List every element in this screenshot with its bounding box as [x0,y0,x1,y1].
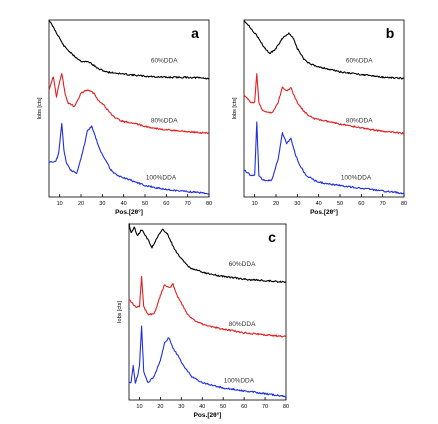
x-tick-label: 40 [199,404,205,410]
x-tick-label: 30 [294,201,300,207]
x-tick-label: 60 [241,404,247,410]
series-line-60pctdda [48,19,210,80]
x-tick-label: 80 [206,201,212,207]
plot-frame [48,19,210,198]
x-tick-label: 60 [358,201,364,207]
panel-letter: c [268,229,276,245]
plot-frame [128,223,287,401]
series-line-100pctdda [128,325,287,398]
series-line-80pctdda [128,275,287,338]
x-tick-label: 30 [99,201,105,207]
x-tick-label: 70 [185,201,191,207]
series-label: 60%DDA [346,57,373,64]
x-tick-label: 20 [273,201,279,207]
x-tick-label: 10 [252,201,258,207]
panel-c: 10 20 30 40 50 60 70 80 Pos.[2θ°] Iobs [cts] c 60%D… [117,223,289,419]
x-axis-label: Pos.[2θ°] [194,411,222,419]
x-tick-label: 60 [163,201,169,207]
panel-a: 10 20 30 40 50 60 70 80 Pos.[2θ°] Iobs [cts] a 60%D… [37,19,212,216]
y-axis-label: Iobs [cts] [232,97,238,119]
y-axis-label: Iobs [cts] [117,301,123,323]
series-line-100pctdda [48,122,210,195]
series-line-80pctdda [48,73,210,135]
series-label: 100%DDA [341,174,372,181]
x-tick-label: 70 [380,201,386,207]
y-axis-label: Iobs [cts] [37,97,43,119]
series-line-100pctdda [243,121,405,195]
x-tick-label: 40 [316,201,322,207]
series-label: 80%DDA [346,118,373,125]
x-tick-label: 10 [136,404,142,410]
panel-letter: b [386,25,395,41]
series-label: 80%DDA [151,118,178,125]
x-tick-label: 40 [121,201,127,207]
x-tick-label: 20 [157,404,163,410]
x-tick-label: 50 [337,201,343,207]
series-line-60pctdda [128,223,287,284]
x-tick-label: 50 [220,404,226,410]
x-tick-label: 80 [283,404,289,410]
x-axis-label: Pos.[2θ°] [115,208,143,216]
x-tick-label: 80 [401,201,407,207]
x-tick-label: 30 [178,404,184,410]
series-line-60pctdda [243,20,405,80]
series-label: 60%DDA [151,57,178,64]
series-label: 100%DDA [146,174,177,181]
panel-b: 10 20 30 40 50 60 70 80 Pos.[2θ°] Iobs [cts] b 60%D… [232,19,407,216]
x-axis-label: Pos.[2θ°] [310,208,338,216]
series-label: 100%DDA [224,377,255,384]
x-tick-label: 50 [142,201,148,207]
series-label: 60%DDA [229,261,256,268]
x-tick-label: 70 [262,404,268,410]
x-tick-label: 10 [57,201,63,207]
series-label: 80%DDA [229,321,256,328]
panel-letter: a [191,25,199,41]
x-tick-label: 20 [78,201,84,207]
series-line-80pctdda [243,73,405,135]
plot-frame [243,19,405,198]
